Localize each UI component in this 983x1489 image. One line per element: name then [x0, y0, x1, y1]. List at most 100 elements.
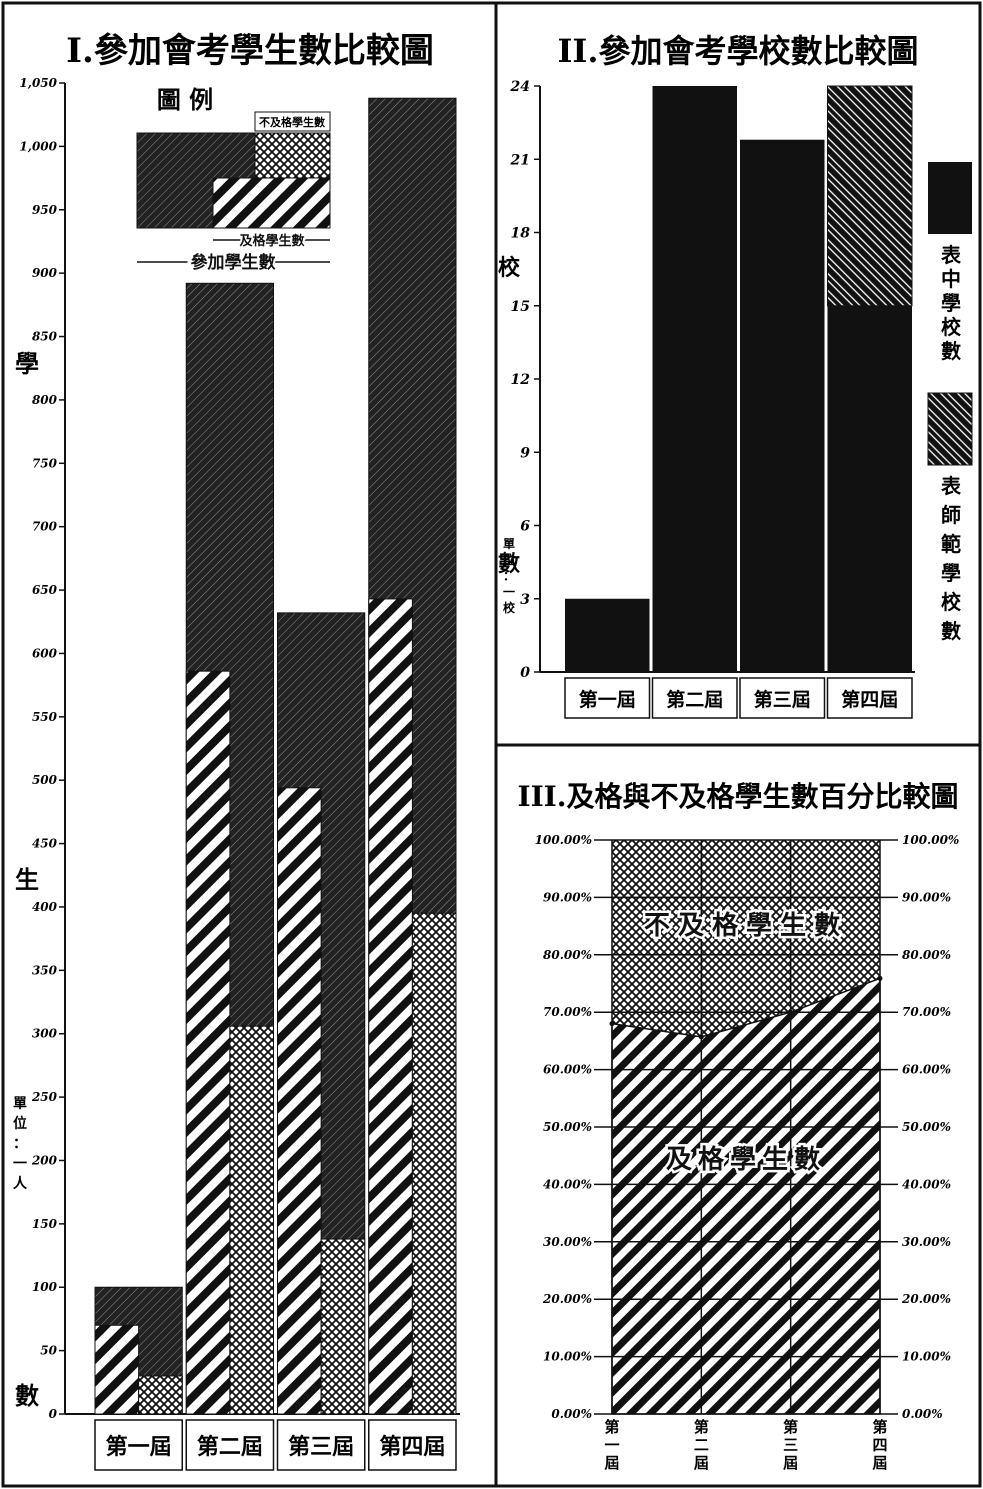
y-tick-label: 350 — [32, 963, 58, 977]
y-tick-label: 21 — [510, 152, 530, 168]
category-label-char: 二 — [694, 1436, 709, 1454]
y-tick-label-right: 0.00% — [902, 1407, 943, 1421]
legend-char: 學 — [941, 561, 961, 585]
unit-char: 人 — [13, 1175, 28, 1192]
panel-1-categories: 第一屆 第二屆 第三屆 第四屆 — [94, 1419, 457, 1471]
legend-char: 範 — [941, 532, 961, 556]
legend-char: 表 — [941, 474, 962, 498]
panel-3-axes: 0.00% 0.00% 10.00% 10.00% 20.00% 20.00% 30.00%… — [535, 833, 960, 1421]
category-box — [826, 677, 913, 719]
bar-fail — [320, 1238, 366, 1415]
panel-2-title: II.參加會考學校數比較圖 — [557, 32, 918, 70]
category-label: 第四屆 — [379, 1434, 445, 1460]
unit-char: 一 — [503, 585, 515, 599]
bar-middle-school — [565, 598, 650, 672]
y-tick-label-left: 80.00% — [543, 948, 592, 962]
y-tick-label-right: 10.00% — [902, 1350, 951, 1364]
unit-char: ： — [503, 569, 515, 583]
bar-fail — [229, 1025, 274, 1415]
category-label: 第一屆 — [106, 1434, 172, 1460]
y-tick-label: 650 — [32, 583, 58, 597]
panel-1-y-label: 學生數 — [15, 349, 39, 1410]
y-tick-label-left: 30.00% — [543, 1235, 592, 1249]
y-tick-label: 12 — [511, 372, 531, 388]
category-box — [564, 677, 651, 719]
unit-char: ： — [13, 1136, 27, 1152]
legend-pass-swatch — [212, 177, 331, 229]
y-tick-label: 550 — [32, 710, 58, 724]
y-tick-label: 400 — [32, 900, 58, 914]
panel-2: II.參加會考學校數比較圖 0 3 6 9 12 15 18 21 24 第一屆 第二屆 第三屆 第四… — [498, 32, 973, 719]
panel-2-bars — [565, 85, 913, 672]
y-tick-label: 1,050 — [19, 76, 57, 90]
panel-1-unit: 單位 ： 一人 — [13, 1096, 28, 1192]
y-tick-label: 1,000 — [19, 139, 57, 153]
y-tick-label-right: 60.00% — [902, 1063, 951, 1077]
y-tick-label: 250 — [31, 1090, 58, 1104]
y-tick-label: 9 — [520, 445, 530, 461]
legend-char: 學 — [941, 291, 961, 315]
y-tick-label-right: 30.00% — [902, 1235, 951, 1249]
legend-fail-label-box — [254, 111, 331, 132]
legend-char: 師 — [941, 503, 961, 527]
panel-3-title: III.及格與不及格學生數百分比較圖 — [517, 780, 958, 813]
y-tick-label-left: 50.00% — [543, 1120, 592, 1134]
bar-fail — [411, 912, 457, 1415]
bar-normal-school — [827, 85, 913, 307]
category-box — [94, 1419, 183, 1471]
category-label-char: 屆 — [694, 1454, 709, 1472]
y-tick-label-left: 90.00% — [543, 890, 592, 904]
legend-normal-school-swatch — [927, 392, 973, 466]
bar-pass — [94, 1324, 140, 1415]
y-tick-label: 500 — [32, 773, 58, 787]
y-tick-label-right: 70.00% — [902, 1005, 951, 1019]
unit-char: 單 — [503, 537, 515, 551]
category-label-char: 三 — [783, 1436, 798, 1454]
category-label-char: 第 — [872, 1418, 887, 1436]
pass-area-label: 及格學生數 — [666, 1144, 826, 1175]
pass-area — [611, 977, 881, 1415]
panel-1: I.參加會考學生數比較圖 0 50 100 150 200 250 300 350 400 450… — [13, 31, 460, 1471]
category-label-char: 第 — [694, 1418, 709, 1436]
bar-middle-school — [652, 86, 737, 672]
y-tick-label: 150 — [32, 1217, 58, 1231]
bar-pass — [277, 787, 322, 1415]
unit-char: 校 — [503, 600, 516, 615]
bar-pass — [368, 598, 413, 1415]
bar-middle-school — [740, 139, 825, 672]
y-tick-label: 800 — [32, 393, 58, 407]
unit-char: 位 — [503, 552, 515, 567]
y-tick-label-right: 40.00% — [902, 1177, 951, 1191]
legend-char: 校 — [941, 590, 962, 614]
fail-area-label: 不及格學生數 — [644, 910, 848, 941]
y-tick-label: 750 — [32, 456, 58, 470]
panel-1-legend: 圖 例 不及格學生數 及格學生數 參加學生數 — [136, 85, 331, 275]
y-tick-label-left: 0.00% — [551, 1407, 592, 1421]
y-tick-label-left: 10.00% — [543, 1350, 592, 1364]
y-tick-label: 450 — [32, 837, 58, 851]
category-box — [739, 677, 826, 719]
y-tick-label: 850 — [32, 330, 58, 344]
panel-1-title: I.參加會考學生數比較圖 — [66, 31, 434, 71]
y-tick-label-right: 80.00% — [902, 948, 951, 962]
y-tick-label: 24 — [510, 79, 530, 95]
y-tick-label-right: 50.00% — [902, 1120, 951, 1134]
category-box — [276, 1419, 366, 1471]
bar-middle-school — [827, 305, 912, 672]
y-tick-label: 950 — [32, 203, 58, 217]
legend-char: 數 — [941, 619, 961, 643]
category-box — [185, 1419, 275, 1471]
y-tick-label: 15 — [511, 299, 530, 315]
y-label-char: 校 — [498, 255, 521, 281]
category-label: 第三屆 — [754, 688, 811, 711]
legend-total-label: 參加學生數 — [191, 252, 276, 273]
legend-fail-label: 不及格學生數 — [259, 115, 325, 129]
legend-char: 數 — [941, 339, 961, 363]
y-tick-label-right: 100.00% — [902, 833, 959, 847]
category-box — [651, 677, 738, 719]
y-tick-label: 200 — [31, 1153, 58, 1167]
category-label-char: 第 — [604, 1418, 619, 1436]
category-label-char: 屆 — [783, 1454, 798, 1472]
category-label-char: 屆 — [604, 1454, 619, 1472]
